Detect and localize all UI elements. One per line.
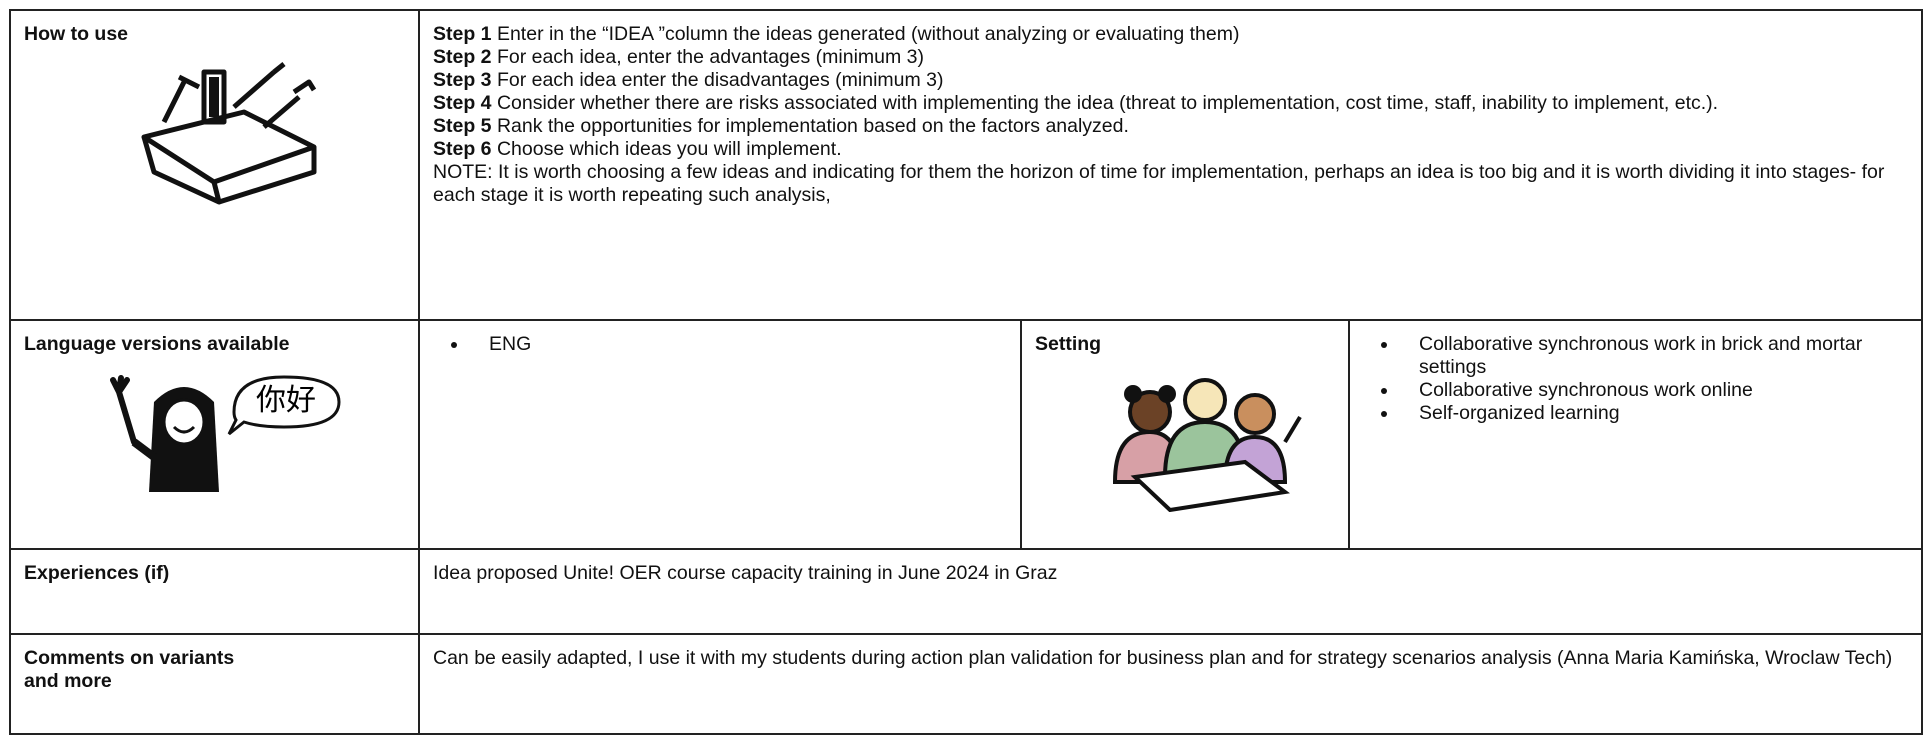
toolbox-icon bbox=[141, 62, 317, 205]
row: How to use Step 1 Enter in the “IDEA ”co… bbox=[9, 9, 1923, 321]
list-item: Collaborative synchronous work in brick … bbox=[1399, 333, 1908, 379]
note: NOTE: It is worth choosing a few ideas a… bbox=[433, 161, 1885, 206]
language-list: ENG bbox=[433, 333, 1007, 356]
list-item: ENG bbox=[469, 333, 1007, 356]
step: Step 4 Consider whether there are risks … bbox=[433, 92, 1908, 115]
row-label: Comments on variants and more bbox=[24, 647, 235, 692]
speech-text: 你好 bbox=[256, 383, 316, 418]
setting-icon bbox=[1112, 378, 1302, 512]
row: Language versions available 你好 ENG Setti… bbox=[9, 319, 1923, 550]
content-cell: Idea proposed Unite! OER course capacity… bbox=[418, 548, 1923, 635]
setting-list: Collaborative synchronous work in brick … bbox=[1363, 333, 1908, 425]
step: Step 6 Choose which ideas you will imple… bbox=[433, 138, 1908, 161]
cell-text: Can be easily adapted, I use it with my … bbox=[433, 647, 1893, 669]
label-cell: Setting bbox=[1020, 319, 1350, 550]
label-cell: How to use bbox=[9, 9, 420, 321]
content-cell: ENG bbox=[418, 319, 1022, 550]
cell-text: Idea proposed Unite! OER course capacity… bbox=[433, 562, 1058, 584]
row-label: How to use bbox=[24, 23, 129, 45]
step: Step 3 For each idea enter the disadvant… bbox=[433, 69, 1908, 92]
step-text: For each idea enter the disadvantages (m… bbox=[496, 69, 944, 91]
row: Experiences (if) Idea proposed Unite! OE… bbox=[9, 548, 1923, 635]
step-text: Enter in the “IDEA ”column the ideas gen… bbox=[496, 23, 1240, 45]
step-text: Choose which ideas you will implement. bbox=[496, 138, 842, 160]
language-icon: 你好 bbox=[110, 375, 341, 492]
step-text: For each idea, enter the advantages (min… bbox=[496, 46, 925, 68]
step-text: Rank the opportunities for implementatio… bbox=[496, 115, 1129, 137]
content-cell: Can be easily adapted, I use it with my … bbox=[418, 633, 1923, 735]
label-cell: Language versions available 你好 bbox=[9, 319, 420, 550]
row-label: Language versions available bbox=[24, 333, 290, 355]
step-label: Step 3 bbox=[433, 69, 492, 91]
info-table: How to use Step 1 Enter in the “IDEA ”co… bbox=[9, 9, 1923, 735]
list-item: Self-organized learning bbox=[1399, 402, 1908, 425]
step-label: Step 6 bbox=[433, 138, 492, 160]
step-text: Consider whether there are risks associa… bbox=[496, 92, 1719, 114]
setting-label: Setting bbox=[1035, 333, 1102, 355]
label-cell: Comments on variants and more bbox=[9, 633, 420, 735]
step-label: Step 4 bbox=[433, 92, 492, 114]
step-label: Step 5 bbox=[433, 115, 492, 137]
page: How to use Step 1 Enter in the “IDEA ”co… bbox=[0, 0, 1923, 716]
step-label: Step 1 bbox=[433, 23, 492, 45]
row: Comments on variants and more Can be eas… bbox=[9, 633, 1923, 735]
step-label: Step 2 bbox=[433, 46, 492, 68]
step: Step 2 For each idea, enter the advantag… bbox=[433, 46, 1908, 69]
list-item: Collaborative synchronous work online bbox=[1399, 379, 1908, 402]
step: Step 1 Enter in the “IDEA ”column the id… bbox=[433, 23, 1908, 46]
label-cell: Experiences (if) bbox=[9, 548, 420, 635]
content-cell: Step 1 Enter in the “IDEA ”column the id… bbox=[418, 9, 1923, 321]
row-label: Experiences (if) bbox=[24, 562, 170, 584]
content-cell: Collaborative synchronous work in brick … bbox=[1348, 319, 1923, 550]
step: Step 5 Rank the opportunities for implem… bbox=[433, 115, 1908, 138]
